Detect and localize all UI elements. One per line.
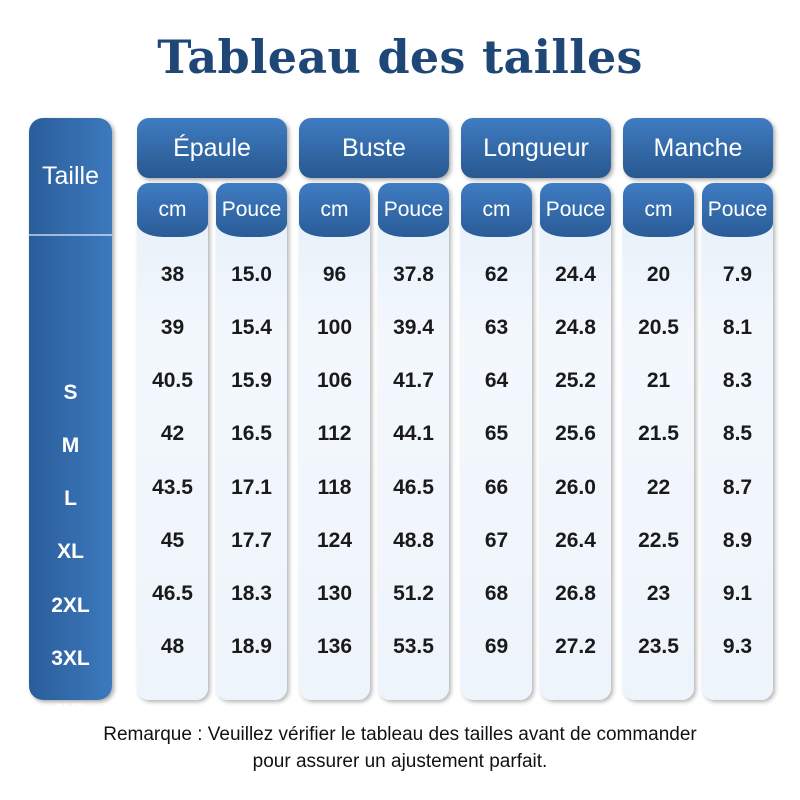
table-cell: 22 <box>646 476 671 499</box>
table-cell: 136 <box>316 635 353 658</box>
table-cell: 112 <box>317 422 352 445</box>
size-label: M <box>61 434 80 457</box>
table-cell: 15.9 <box>231 369 272 392</box>
column-manche-pouce: Pouce 7.9 8.1 8.3 8.5 8.7 8.9 9.1 9.3 <box>702 183 773 700</box>
table-cell: 21 <box>646 369 671 392</box>
table-cell: 25.2 <box>555 369 596 392</box>
table-cell: 23.5 <box>638 635 679 658</box>
size-column: Taille S M L XL 2XL 3XL 4XL 5XL <box>29 118 112 776</box>
unit-header-cm: cm <box>137 183 208 237</box>
table-cell: 8.7 <box>722 476 753 499</box>
table-cell: 65 <box>484 422 509 445</box>
unit-header-pouce: Pouce <box>378 183 449 237</box>
table-cell: 48 <box>160 635 185 658</box>
table-cell: 67 <box>484 529 509 552</box>
table-cell: 18.3 <box>231 582 272 605</box>
size-label: 4XL <box>51 700 90 723</box>
table-cell: 45 <box>160 529 185 552</box>
table-cell: 26.4 <box>555 529 596 552</box>
table-cell: 96 <box>322 263 347 286</box>
table-cell: 100 <box>316 316 353 339</box>
table-cell: 23 <box>646 582 671 605</box>
table-cell: 15.0 <box>231 263 272 286</box>
table-cell: 27.2 <box>555 635 596 658</box>
table-cell: 106 <box>316 369 353 392</box>
size-label: 2XL <box>51 594 90 617</box>
group-header-manche: Manche <box>623 118 773 178</box>
size-label: XL <box>57 540 84 563</box>
table-cell: 66 <box>484 476 509 499</box>
table-cell: 46.5 <box>393 476 434 499</box>
table-cell: 9.1 <box>722 582 753 605</box>
table-cell: 39 <box>160 316 185 339</box>
note-line-2: pour assurer un ajustement parfait. <box>252 751 548 772</box>
table-cell: 68 <box>484 582 509 605</box>
column-epaule-pouce: Pouce 15.0 15.4 15.9 16.5 17.1 17.7 18.3 18.9 <box>216 183 287 700</box>
column-longueur-pouce: Pouce 24.4 24.8 25.2 25.6 26.0 26.4 26.8 27.2 <box>540 183 611 700</box>
table-cell: 63 <box>484 316 509 339</box>
table-cell: 42 <box>160 422 185 445</box>
table-cell: 21.5 <box>638 422 679 445</box>
table-cell: 24.8 <box>555 316 596 339</box>
unit-header-pouce: Pouce <box>540 183 611 237</box>
table-cell: 25.6 <box>555 422 596 445</box>
size-label: S <box>63 381 78 404</box>
table-cell: 46.5 <box>152 582 193 605</box>
column-buste-pouce: Pouce 37.8 39.4 41.7 44.1 46.5 48.8 51.2 53.5 <box>378 183 449 700</box>
table-cell: 8.1 <box>722 316 753 339</box>
table-cell: 64 <box>484 369 509 392</box>
table-cell: 43.5 <box>152 476 193 499</box>
table-cell: 118 <box>317 476 352 499</box>
table-cell: 40.5 <box>152 369 193 392</box>
table-cell: 7.9 <box>722 263 753 286</box>
column-buste-cm: cm 96 100 106 112 118 124 130 136 <box>299 183 370 700</box>
table-cell: 22.5 <box>638 529 679 552</box>
table-cell: 48.8 <box>393 529 434 552</box>
table-cell: 9.3 <box>722 635 753 658</box>
table-cell: 18.9 <box>231 635 272 658</box>
column-longueur-cm: cm 62 63 64 65 66 67 68 69 <box>461 183 532 700</box>
table-cell: 124 <box>316 529 353 552</box>
size-label: L <box>64 487 77 510</box>
note-line-1: Remarque : Veuillez vérifier le tableau … <box>103 724 697 745</box>
table-cell: 24.4 <box>555 263 596 286</box>
table-cell: 26.0 <box>555 476 596 499</box>
unit-header-pouce: Pouce <box>702 183 773 237</box>
table-cell: 16.5 <box>231 422 272 445</box>
table-cell: 44.1 <box>393 422 434 445</box>
table-cell: 8.3 <box>722 369 753 392</box>
table-cell: 8.9 <box>722 529 753 552</box>
column-epaule-cm: cm 38 39 40.5 42 43.5 45 46.5 48 <box>137 183 208 700</box>
table-cell: 39.4 <box>393 316 434 339</box>
table-cell: 8.5 <box>722 422 753 445</box>
table-cell: 37.8 <box>393 263 434 286</box>
table-cell: 69 <box>484 635 509 658</box>
table-cell: 53.5 <box>393 635 434 658</box>
size-label: 5XL <box>51 753 90 776</box>
table-cell: 51.2 <box>393 582 434 605</box>
unit-header-cm: cm <box>299 183 370 237</box>
table-cell: 17.7 <box>231 529 272 552</box>
group-header-longueur: Longueur <box>461 118 611 178</box>
table-cell: 20.5 <box>638 316 679 339</box>
table-cell: 26.8 <box>555 582 596 605</box>
size-column-header: Taille <box>29 118 112 236</box>
unit-header-cm: cm <box>461 183 532 237</box>
size-label: 3XL <box>51 647 90 670</box>
table-cell: 38 <box>160 263 185 286</box>
table-cell: 17.1 <box>231 476 272 499</box>
unit-header-cm: cm <box>623 183 694 237</box>
column-manche-cm: cm 20 20.5 21 21.5 22 22.5 23 23.5 <box>623 183 694 700</box>
table-cell: 20 <box>646 263 671 286</box>
table-cell: 62 <box>484 263 509 286</box>
group-header-buste: Buste <box>299 118 449 178</box>
table-cell: 15.4 <box>231 316 272 339</box>
table-cell: 130 <box>316 582 353 605</box>
unit-header-pouce: Pouce <box>216 183 287 237</box>
table-cell: 41.7 <box>393 369 434 392</box>
page-title: Tableau des tailles <box>157 30 643 84</box>
note: Remarque : Veuillez vérifier le tableau … <box>0 721 800 775</box>
group-header-epaule: Épaule <box>137 118 287 178</box>
